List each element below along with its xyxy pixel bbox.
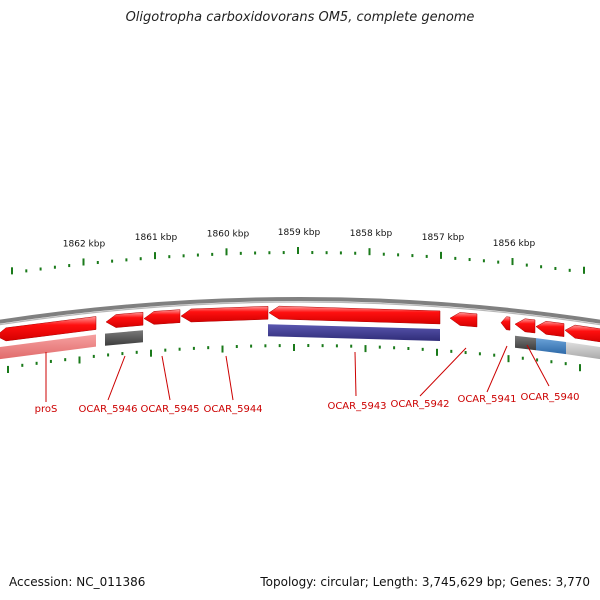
scale-ticks-outer <box>11 247 585 275</box>
scale-label: 1861 kbp <box>135 233 178 243</box>
gene-label: OCAR_5944 <box>203 404 262 415</box>
gene-arrow <box>143 309 181 325</box>
gene-label: OCAR_5943 <box>327 401 386 412</box>
gene-arrow <box>535 320 565 337</box>
leader-line <box>486 345 508 393</box>
scale-label: 1859 kbp <box>278 228 321 238</box>
feature-block-pink <box>0 334 96 360</box>
gene-arrow <box>180 305 269 323</box>
gene-label: OCAR_5941 <box>457 394 516 405</box>
feature-block-dark <box>105 330 143 346</box>
gene-arrow <box>449 312 478 328</box>
scale-label: 1860 kbp <box>207 229 250 239</box>
feature-block-light <box>566 341 600 360</box>
genome-backbone <box>0 297 600 326</box>
scale-label: 1858 kbp <box>350 229 393 239</box>
gene-labels: proS OCAR_5946 OCAR_5945 OCAR_5944 OCAR_5943… <box>35 392 580 415</box>
scale-labels: 1862 kbp 1861 kbp 1860 kbp 1859 kbp 1858 kbp… <box>63 228 536 249</box>
gene-label-leaders <box>45 344 550 402</box>
leader-line <box>107 355 126 401</box>
gene-arrow <box>105 311 144 328</box>
gene-arrow <box>514 318 536 334</box>
gene-arrow <box>0 316 97 342</box>
map-title: Oligotropha carboxidovorans OM5, complet… <box>125 10 475 25</box>
leader-line <box>526 344 550 387</box>
leader-line <box>225 355 234 401</box>
accession-text: Accession: NC_011386 <box>9 575 146 589</box>
genome-summary-text: Topology: circular; Length: 3,745,629 bp… <box>260 575 590 589</box>
gene-label: OCAR_5945 <box>140 404 199 415</box>
scale-ticks-inner <box>7 344 581 373</box>
feature-track <box>0 324 600 360</box>
leader-line <box>354 351 357 397</box>
gene-arrow <box>500 316 511 331</box>
scale-label: 1862 kbp <box>63 239 106 249</box>
feature-block-dark <box>515 335 536 351</box>
feature-block-purple <box>268 324 440 341</box>
gene-arrow <box>268 305 441 325</box>
scale-label: 1856 kbp <box>493 239 536 249</box>
backbone-arc <box>0 297 600 324</box>
leader-line <box>419 347 467 397</box>
gene-label: OCAR_5946 <box>78 404 137 415</box>
gene-track <box>0 305 600 343</box>
gene-label: OCAR_5940 <box>520 392 579 403</box>
backbone-arc-highlight <box>0 301 600 326</box>
feature-block-blue <box>536 338 566 355</box>
scale-label: 1857 kbp <box>422 233 465 243</box>
gene-label: OCAR_5942 <box>390 399 449 410</box>
gene-arrow <box>564 324 600 343</box>
leader-line <box>161 355 171 401</box>
gene-label: proS <box>35 404 58 415</box>
